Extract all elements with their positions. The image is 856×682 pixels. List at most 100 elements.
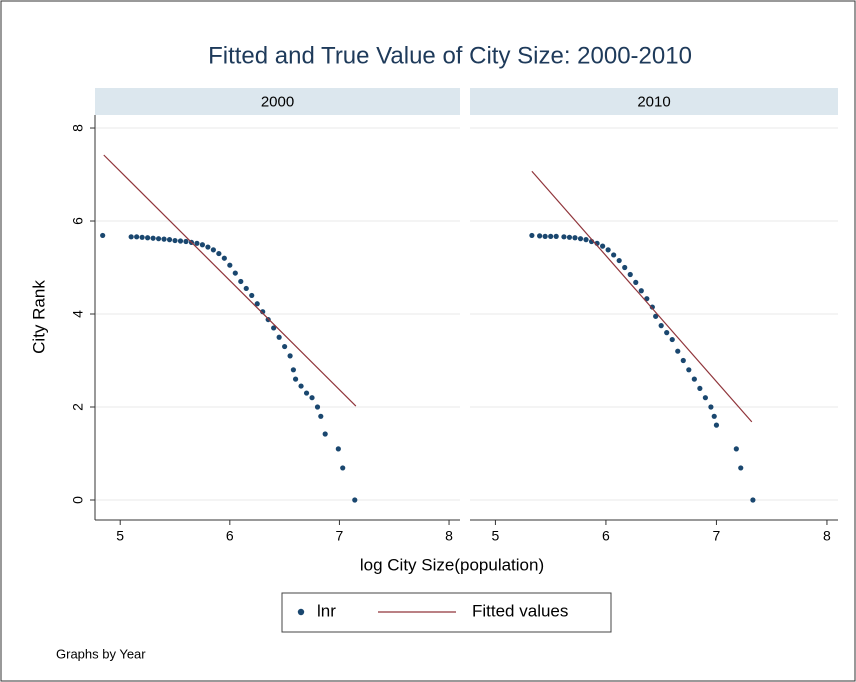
scatter-point xyxy=(243,285,249,292)
scatter-point xyxy=(733,446,739,452)
scatter-point xyxy=(713,422,720,428)
scatter-point xyxy=(100,232,106,239)
scatter-point xyxy=(664,330,670,336)
scatter-point xyxy=(750,497,756,503)
x-tick-label: 6 xyxy=(226,528,234,544)
scatter-point xyxy=(314,404,321,410)
scatter-point xyxy=(622,264,628,271)
scatter-point xyxy=(145,235,151,241)
panel-strip xyxy=(470,88,838,115)
scatter-point xyxy=(216,250,222,257)
panel-title: 2000 xyxy=(261,93,294,110)
scatter-point xyxy=(691,376,697,382)
scatter-point xyxy=(172,237,178,244)
scatter-point xyxy=(577,236,584,242)
scatter-point xyxy=(583,237,589,243)
scatter-point xyxy=(210,247,216,253)
y-tick-label: 8 xyxy=(70,124,86,132)
scatter-point xyxy=(194,240,200,246)
scatter-point xyxy=(627,271,633,278)
y-tick-label: 4 xyxy=(70,310,86,318)
scatter-point xyxy=(702,395,708,401)
scatter-point xyxy=(553,233,559,239)
scatter-point xyxy=(653,313,659,319)
scatter-point xyxy=(183,238,189,245)
scatter-point xyxy=(611,252,617,258)
y-axis-label: City Rank xyxy=(29,280,48,354)
scatter-point xyxy=(658,323,664,329)
y-tick-label: 6 xyxy=(70,217,86,225)
legend-label: Fitted values xyxy=(472,601,568,620)
scatter-point xyxy=(205,244,211,250)
legend-marker xyxy=(297,608,305,616)
scatter-point xyxy=(161,236,167,242)
fitted-line xyxy=(531,170,753,423)
scatter-point xyxy=(322,431,328,437)
scatter-point xyxy=(238,278,244,285)
scatter-point xyxy=(166,237,173,243)
scatter-point xyxy=(649,304,655,310)
scatter-point xyxy=(282,343,288,350)
scatter-point xyxy=(537,233,543,239)
x-tick-label: 5 xyxy=(116,528,124,544)
scatter-point xyxy=(616,257,622,264)
scatter-point xyxy=(686,367,692,373)
scatter-point xyxy=(572,235,578,241)
scatter-point xyxy=(335,446,341,452)
scatter-point xyxy=(271,325,277,331)
panel-title: 2010 xyxy=(637,93,670,110)
note: Graphs by Year xyxy=(56,646,146,661)
x-tick-label: 8 xyxy=(445,528,453,544)
scatter-point xyxy=(221,255,227,261)
x-tick-label: 8 xyxy=(823,528,831,544)
x-tick-label: 7 xyxy=(713,528,721,544)
scatter-point xyxy=(605,247,611,253)
x-axis-label: log City Size(population) xyxy=(360,555,544,574)
panel-strip xyxy=(95,88,460,115)
scatter-point xyxy=(227,262,233,268)
scatter-point xyxy=(548,233,554,239)
y-tick-label: 0 xyxy=(70,496,86,504)
scatter-point xyxy=(638,288,644,294)
scatter-point xyxy=(561,234,567,240)
chart-title: Fitted and True Value of City Size: 2000… xyxy=(208,42,692,69)
scatter-point xyxy=(232,270,238,276)
scatter-point xyxy=(292,376,299,382)
scatter-point xyxy=(139,234,145,240)
scatter-point xyxy=(675,348,681,354)
scatter-point xyxy=(680,357,686,364)
scatter-point xyxy=(287,353,293,359)
y-tick-label: 2 xyxy=(70,403,86,411)
scatter-point xyxy=(711,413,717,419)
scatter-point xyxy=(260,309,266,315)
scatter-point xyxy=(199,242,206,248)
scatter-point xyxy=(669,336,675,343)
scatter-point xyxy=(249,292,255,299)
scatter-point xyxy=(529,232,535,239)
scatter-point xyxy=(303,390,310,396)
scatter-point xyxy=(309,395,315,401)
x-tick-label: 5 xyxy=(492,528,500,544)
scatter-point xyxy=(298,383,304,389)
scatter-point xyxy=(276,334,282,340)
scatter-point xyxy=(697,385,703,392)
scatter-point xyxy=(318,413,324,419)
scatter-point xyxy=(708,404,714,410)
scatter-point xyxy=(566,234,573,240)
scatter-point xyxy=(155,236,162,242)
scatter-point xyxy=(290,367,296,373)
scatter-point xyxy=(150,235,156,241)
scatter-point xyxy=(128,234,134,240)
scatter-point xyxy=(738,465,744,471)
legend-label: lnr xyxy=(317,601,336,620)
scatter-point xyxy=(633,279,639,285)
x-tick-label: 6 xyxy=(602,528,610,544)
scatter-point xyxy=(134,234,140,240)
scatter-point xyxy=(352,497,358,503)
fitted-line xyxy=(103,154,357,407)
x-tick-label: 7 xyxy=(336,528,344,544)
scatter-point xyxy=(600,243,606,249)
scatter-point xyxy=(542,233,548,239)
